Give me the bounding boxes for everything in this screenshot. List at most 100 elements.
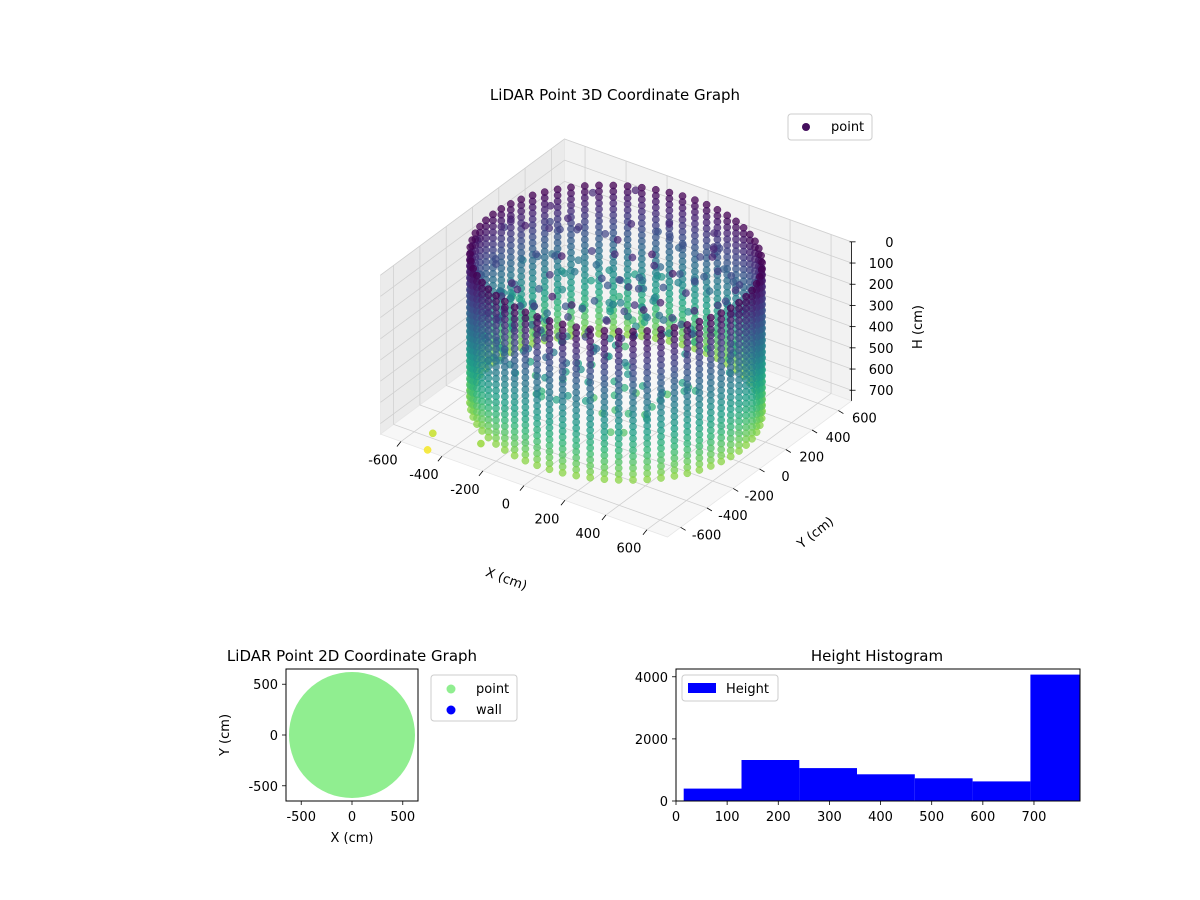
x-tick-mark bbox=[437, 455, 443, 462]
z-tick-label: 500 bbox=[869, 342, 894, 357]
data-point-3d bbox=[643, 475, 652, 484]
histogram-bar bbox=[857, 774, 915, 801]
grid-z-left bbox=[380, 159, 565, 297]
data-point-3d bbox=[727, 271, 736, 280]
data-point-3d bbox=[478, 427, 486, 435]
x-tick-label: -500 bbox=[286, 810, 316, 825]
x-tick-label: 100 bbox=[715, 810, 740, 825]
data-point-3d bbox=[586, 473, 595, 482]
y-tick-label: -500 bbox=[248, 780, 278, 795]
histogram-axes-border bbox=[675, 668, 1081, 802]
histogram-bar bbox=[741, 760, 800, 801]
data-point-3d bbox=[676, 270, 684, 278]
data-point-3d bbox=[558, 468, 567, 477]
data-point-3d bbox=[735, 281, 744, 289]
data-point-3d bbox=[735, 447, 743, 455]
data-point-3d bbox=[428, 429, 437, 438]
chart-2d-title: LiDAR Point 2D Coordinate Graph bbox=[227, 647, 477, 665]
data-point-3d bbox=[665, 220, 674, 228]
data-point-3d bbox=[650, 293, 659, 302]
data-point-3d bbox=[690, 306, 699, 315]
z-tick-label: 100 bbox=[869, 257, 894, 272]
data-point-3d bbox=[521, 221, 530, 230]
chart-2d-xlabel: X (cm) bbox=[331, 831, 374, 846]
histogram-legend-swatch bbox=[688, 683, 716, 693]
y-tick-label: 2000 bbox=[635, 733, 668, 748]
chart-3d-legend-box bbox=[787, 113, 873, 141]
data-point-3d bbox=[510, 451, 519, 460]
data-point-3d bbox=[700, 272, 708, 281]
x-tick-mark bbox=[642, 529, 648, 535]
data-point-3d bbox=[589, 188, 597, 197]
x-tick-mark bbox=[478, 470, 484, 477]
x-tick-mark bbox=[560, 500, 566, 506]
data-point-3d bbox=[674, 278, 683, 287]
data-point-3d bbox=[564, 313, 572, 321]
data-point-3d bbox=[492, 440, 500, 448]
data-point-3d bbox=[627, 220, 636, 228]
chart-3d: LiDAR Point 3D Coordinate Graph -600 -400… bbox=[368, 86, 926, 594]
data-point-3d bbox=[668, 269, 677, 278]
data-point-3d bbox=[630, 301, 639, 309]
data-point-3d bbox=[615, 275, 624, 284]
histogram-legend-box bbox=[681, 674, 779, 702]
chart-3d-z-ticks: 0 100 200 300 400 500 600 700 bbox=[849, 236, 894, 401]
chart-2d-ticks: -500 0 500 -500 0 500 bbox=[248, 678, 415, 825]
histogram-bar bbox=[683, 788, 742, 801]
histogram-bar bbox=[914, 778, 973, 801]
z-tick-label: 700 bbox=[869, 384, 894, 399]
data-point-3d bbox=[708, 253, 717, 261]
data-point-3d bbox=[614, 476, 623, 484]
data-point-3d bbox=[600, 475, 609, 484]
data-point-3d bbox=[679, 241, 687, 250]
x-tick-label: 200 bbox=[766, 810, 791, 825]
grid-z-left bbox=[380, 138, 565, 276]
x-tick-label: 700 bbox=[1022, 810, 1047, 825]
data-point-3d bbox=[611, 250, 619, 258]
chart-3d-x-ticks: -600 -400 -200 0 200 400 600 bbox=[368, 441, 648, 557]
x-tick-mark bbox=[519, 485, 525, 491]
data-point-3d bbox=[545, 465, 554, 474]
data-point-3d bbox=[606, 307, 614, 316]
data-point-3d bbox=[588, 247, 596, 255]
chart-3d-points bbox=[423, 181, 766, 484]
y-tick-mark bbox=[838, 410, 844, 414]
data-point-3d bbox=[587, 276, 595, 285]
data-point-3d bbox=[570, 267, 579, 276]
data-point-3d bbox=[567, 301, 576, 309]
chart-3d-legend: point bbox=[787, 113, 873, 141]
data-point-3d bbox=[530, 302, 539, 311]
data-point-3d bbox=[707, 462, 715, 470]
data-point-3d bbox=[606, 428, 615, 437]
chart-2d-legend: point wall bbox=[430, 674, 518, 722]
x-tick-label: 0 bbox=[502, 498, 510, 513]
z-tick-label: 400 bbox=[869, 321, 894, 336]
data-point-3d bbox=[620, 307, 629, 316]
y-tick-label: 0 bbox=[270, 729, 278, 744]
x-tick-label: 0 bbox=[672, 810, 680, 825]
chart-3d-xlabel: X (cm) bbox=[483, 565, 529, 594]
data-point-3d bbox=[609, 300, 617, 309]
data-point-3d bbox=[726, 452, 735, 461]
y-tick-mark bbox=[732, 488, 739, 492]
data-point-3d bbox=[557, 252, 566, 260]
data-point-3d bbox=[650, 261, 659, 270]
x-tick-label: -200 bbox=[450, 483, 480, 498]
data-point-3d bbox=[635, 273, 644, 282]
data-point-3d bbox=[659, 316, 668, 324]
y-tick-label: -600 bbox=[692, 528, 722, 543]
data-point-3d bbox=[513, 285, 522, 294]
data-point-3d bbox=[714, 267, 722, 276]
data-point-3d bbox=[696, 253, 705, 261]
grid-y-floor bbox=[393, 424, 681, 528]
histogram-bar bbox=[799, 768, 857, 801]
y-tick-mark bbox=[811, 429, 818, 434]
data-point-3d bbox=[628, 253, 637, 262]
grid-z-back bbox=[564, 138, 852, 243]
data-point-3d bbox=[621, 342, 630, 351]
histogram-bars bbox=[683, 674, 1080, 801]
chart-3d-legend-label: point bbox=[831, 120, 864, 135]
chart-3d-legend-marker bbox=[802, 123, 810, 131]
data-point-3d bbox=[484, 433, 493, 442]
data-point-3d bbox=[668, 314, 677, 322]
